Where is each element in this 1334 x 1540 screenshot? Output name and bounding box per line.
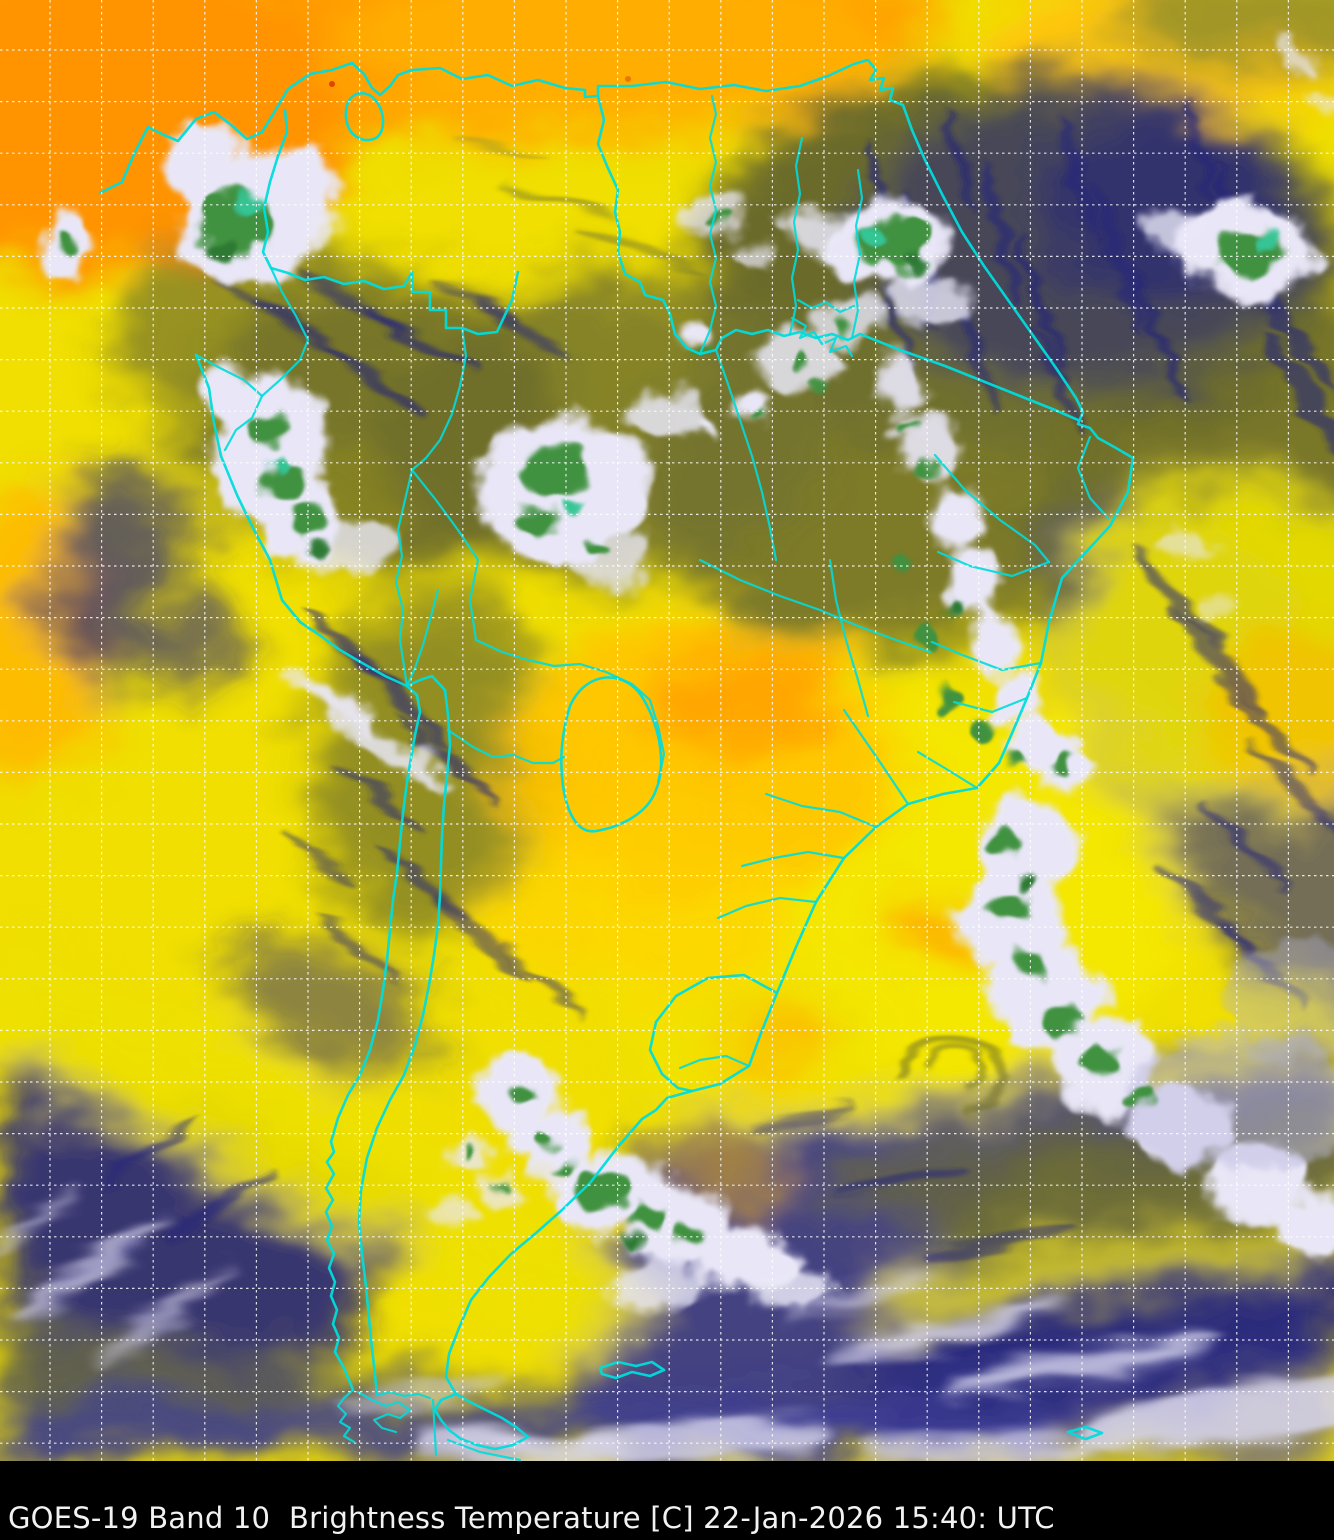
hot-spot-dot bbox=[329, 81, 335, 87]
graticule-grid bbox=[0, 0, 1334, 1461]
caption-bar: GOES-19 Band 10 Brightness Temperature [… bbox=[0, 1461, 1334, 1540]
hot-spot-dot bbox=[625, 76, 631, 82]
clouds-layer bbox=[46, 40, 1334, 1312]
country-borders bbox=[98, 58, 1135, 1461]
caption-text: GOES-19 Band 10 Brightness Temperature [… bbox=[8, 1501, 1055, 1535]
